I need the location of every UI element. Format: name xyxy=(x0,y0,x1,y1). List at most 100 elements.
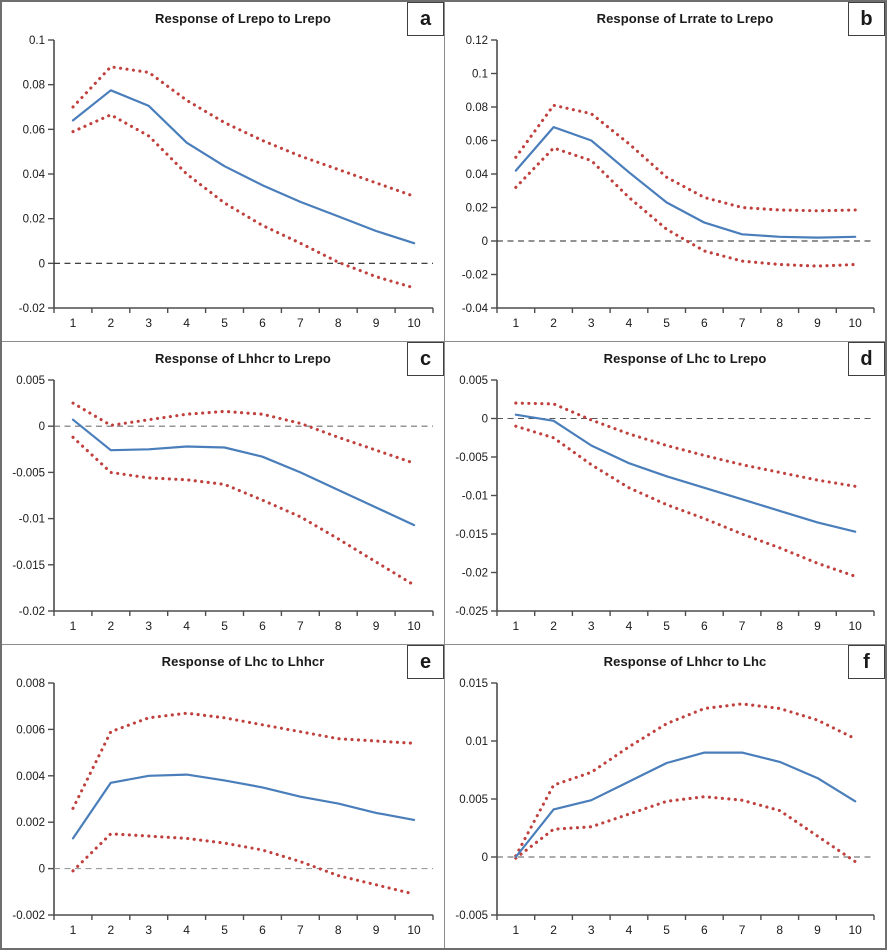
svg-text:0.1: 0.1 xyxy=(472,69,488,81)
svg-text:3: 3 xyxy=(145,316,152,330)
panel-a: Response of Lrepo to Lrepo a 0.1 0.08 0.06… xyxy=(2,2,444,341)
svg-text:9: 9 xyxy=(373,316,380,330)
svg-text:3: 3 xyxy=(588,923,595,937)
svg-text:6: 6 xyxy=(259,619,266,633)
panel-e: Response of Lhc to Lhhcr e 0.008 0.006 0.0… xyxy=(2,645,444,948)
chart-canvas-a: 0.1 0.08 0.06 0.04 0.02 0 -0.02 1 2 3 4 5 6 7 8 9 10 xyxy=(19,35,434,330)
svg-text:-0.002: -0.002 xyxy=(12,910,45,922)
svg-text:10: 10 xyxy=(848,923,862,937)
svg-text:0.006: 0.006 xyxy=(16,724,45,736)
svg-text:-0.015: -0.015 xyxy=(455,529,488,541)
svg-text:0.04: 0.04 xyxy=(23,169,46,181)
chart-title-f: Response of Lhhcr to Lhc xyxy=(603,654,767,669)
chart-title-c: Response of Lhhcr to Lrepo xyxy=(155,351,331,366)
svg-text:-0.005: -0.005 xyxy=(455,452,488,464)
svg-text:0.06: 0.06 xyxy=(23,124,45,136)
svg-text:1: 1 xyxy=(70,923,77,937)
svg-text:0: 0 xyxy=(39,864,45,876)
svg-text:-0.04: -0.04 xyxy=(462,303,489,315)
chart-canvas-e: 0.008 0.006 0.004 0.002 0 -0.002 1 2 3 4 5 6 7 8 9 10 xyxy=(12,678,434,937)
svg-text:4: 4 xyxy=(183,619,190,633)
svg-text:0.004: 0.004 xyxy=(16,771,45,783)
svg-text:7: 7 xyxy=(739,316,746,330)
panel-c: Response of Lhhcr to Lrepo c 0.005 0 -0.00… xyxy=(2,342,444,644)
svg-text:0.06: 0.06 xyxy=(466,136,488,148)
svg-text:5: 5 xyxy=(221,619,228,633)
panel-letter-badge-a: a xyxy=(407,2,444,36)
svg-text:2: 2 xyxy=(550,619,557,633)
svg-text:10: 10 xyxy=(407,316,421,330)
chart-canvas-b: 0.12 0.1 0.08 0.06 0.04 0.02 0 -0.02 -0.04 1 2 3 4 5 6… xyxy=(462,35,875,330)
svg-text:-0.015: -0.015 xyxy=(12,560,45,572)
svg-text:-0.02: -0.02 xyxy=(19,606,45,618)
svg-text:9: 9 xyxy=(373,619,380,633)
svg-text:7: 7 xyxy=(297,619,304,633)
svg-text:9: 9 xyxy=(814,619,821,633)
svg-text:4: 4 xyxy=(626,923,633,937)
svg-text:7: 7 xyxy=(297,316,304,330)
svg-text:2: 2 xyxy=(108,316,115,330)
svg-text:0.12: 0.12 xyxy=(466,35,488,47)
svg-text:0.04: 0.04 xyxy=(466,169,489,181)
svg-text:-0.005: -0.005 xyxy=(12,467,45,479)
svg-text:0.1: 0.1 xyxy=(29,35,45,47)
svg-text:0: 0 xyxy=(482,414,488,426)
svg-text:0.015: 0.015 xyxy=(459,678,488,690)
svg-text:0.01: 0.01 xyxy=(466,736,488,748)
svg-text:-0.02: -0.02 xyxy=(462,568,488,580)
svg-text:2: 2 xyxy=(550,316,557,330)
svg-text:-0.02: -0.02 xyxy=(462,270,488,282)
svg-text:0.005: 0.005 xyxy=(459,375,488,387)
svg-text:3: 3 xyxy=(588,619,595,633)
svg-text:0: 0 xyxy=(39,421,45,433)
svg-text:3: 3 xyxy=(145,619,152,633)
svg-text:6: 6 xyxy=(259,316,266,330)
svg-text:1: 1 xyxy=(513,316,520,330)
panel-letter-badge-c: c xyxy=(407,342,444,376)
panel-f: Response of Lhhcr to Lhc f 0.015 0.01 0.00… xyxy=(445,645,885,948)
svg-text:2: 2 xyxy=(550,923,557,937)
chart-title-d: Response of Lhc to Lrepo xyxy=(603,351,767,366)
chart-title-a: Response of Lrepo to Lrepo xyxy=(155,11,331,26)
chart-title-b: Response of Lrrate to Lrepo xyxy=(596,11,774,26)
svg-text:0.02: 0.02 xyxy=(466,203,488,215)
svg-text:1: 1 xyxy=(513,619,520,633)
svg-text:0: 0 xyxy=(39,258,45,270)
svg-text:7: 7 xyxy=(739,619,746,633)
svg-text:1: 1 xyxy=(513,923,520,937)
panel-letter-badge-e: e xyxy=(407,645,444,679)
svg-text:0: 0 xyxy=(482,852,488,864)
svg-text:10: 10 xyxy=(407,619,421,633)
svg-text:4: 4 xyxy=(183,923,190,937)
chart-canvas-d: 0.005 0 -0.005 -0.01 -0.015 -0.02 -0.025 1 2 3 4 5 6… xyxy=(455,375,875,633)
svg-text:-0.025: -0.025 xyxy=(455,606,488,618)
svg-text:6: 6 xyxy=(701,316,708,330)
svg-text:10: 10 xyxy=(407,923,421,937)
svg-text:0.005: 0.005 xyxy=(459,794,488,806)
svg-text:8: 8 xyxy=(776,619,783,633)
svg-text:1: 1 xyxy=(70,316,77,330)
svg-text:5: 5 xyxy=(221,923,228,937)
svg-text:8: 8 xyxy=(335,619,342,633)
svg-text:5: 5 xyxy=(663,619,670,633)
svg-text:7: 7 xyxy=(297,923,304,937)
svg-text:-0.01: -0.01 xyxy=(19,514,45,526)
svg-text:0: 0 xyxy=(482,236,488,248)
svg-text:9: 9 xyxy=(373,923,380,937)
svg-text:-0.02: -0.02 xyxy=(19,303,45,315)
svg-text:7: 7 xyxy=(739,923,746,937)
svg-text:0.005: 0.005 xyxy=(16,375,45,387)
svg-text:8: 8 xyxy=(776,316,783,330)
panel-b: Response of Lrrate to Lrepo b 0.12 0.1 0.0… xyxy=(445,2,885,341)
chart-canvas-f: 0.015 0.01 0.005 0 -0.005 1 2 3 4 5 6 7 8 9 10 xyxy=(455,678,875,937)
svg-text:5: 5 xyxy=(221,316,228,330)
svg-text:9: 9 xyxy=(814,316,821,330)
svg-text:0.002: 0.002 xyxy=(16,817,45,829)
svg-text:8: 8 xyxy=(335,316,342,330)
svg-text:4: 4 xyxy=(183,316,190,330)
panel-d: Response of Lhc to Lrepo d 0.005 0 -0.005 -… xyxy=(445,342,885,644)
chart-canvas-c: 0.005 0 -0.005 -0.01 -0.015 -0.02 1 2 3 4 5 6 7 8 9 10 xyxy=(12,375,434,633)
svg-text:-0.005: -0.005 xyxy=(455,910,488,922)
svg-text:5: 5 xyxy=(663,316,670,330)
panel-letter-badge-d: d xyxy=(848,342,885,376)
